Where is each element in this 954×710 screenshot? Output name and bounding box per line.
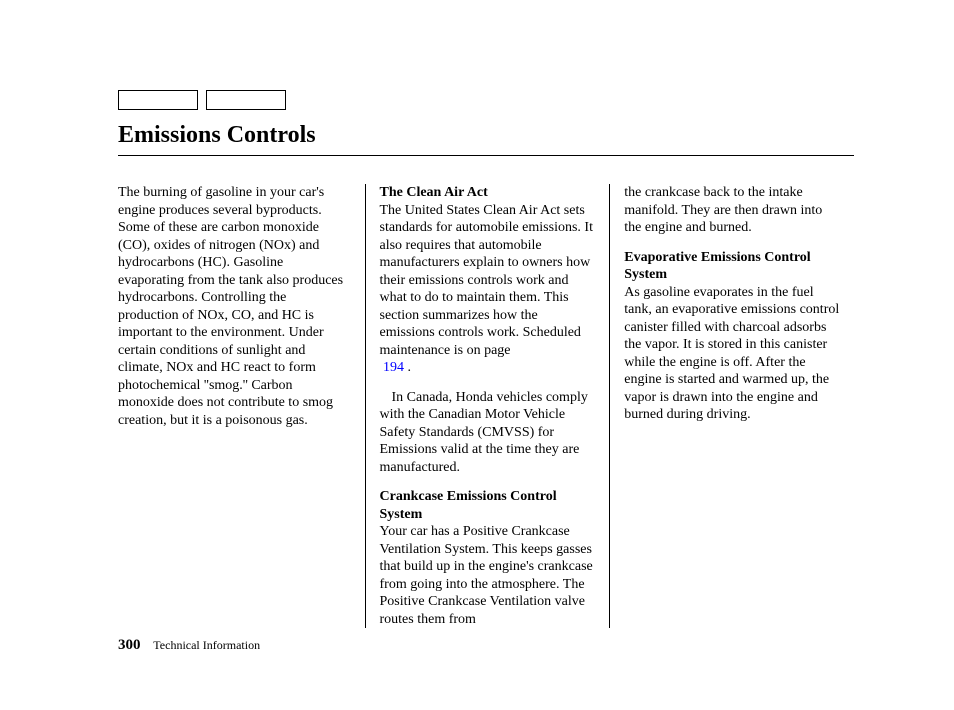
column-2: The Clean Air Act The United States Clea… [365, 184, 610, 628]
page-root: Emissions Controls The burning of gasoli… [0, 0, 954, 710]
col2-p1a: The United States Clean Air Act sets sta… [380, 203, 593, 358]
col1-paragraph-1: The burning of gasoline in your car's en… [118, 184, 351, 429]
col2-block-clean-air: The Clean Air Act The United States Clea… [380, 184, 596, 377]
top-placeholder-boxes [118, 90, 854, 110]
col3-block-evap: Evaporative Emissions Control System As … [624, 249, 840, 424]
column-3: the crankcase back to the intake manifol… [609, 184, 854, 628]
col2-p3: Your car has a Positive Crankcase Ventil… [380, 524, 593, 627]
col3-paragraph-1: the crankcase back to the intake manifol… [624, 184, 840, 237]
page-title: Emissions Controls [118, 122, 854, 149]
col2-block-crankcase: Crankcase Emissions Control System Your … [380, 488, 596, 628]
placeholder-box-1 [118, 90, 198, 110]
col2-p1b: . [404, 360, 411, 375]
heading-clean-air-act: The Clean Air Act [380, 185, 488, 200]
col3-p2: As gasoline evaporates in the fuel tank,… [624, 285, 839, 423]
text-columns: The burning of gasoline in your car's en… [118, 184, 854, 628]
page-footer: 300 Technical Information [118, 637, 260, 654]
footer-section: Technical Information [153, 638, 260, 652]
col2-paragraph-canada: In Canada, Honda vehicles comply with th… [380, 389, 596, 477]
page-link-194[interactable]: 194 [383, 360, 404, 375]
page-number: 300 [118, 637, 141, 653]
spacer [380, 377, 596, 389]
heading-evaporative: Evaporative Emissions Control System [624, 250, 810, 283]
heading-crankcase: Crankcase Emissions Control System [380, 489, 557, 522]
column-1: The burning of gasoline in your car's en… [118, 184, 365, 628]
title-rule [118, 155, 854, 156]
placeholder-box-2 [206, 90, 286, 110]
